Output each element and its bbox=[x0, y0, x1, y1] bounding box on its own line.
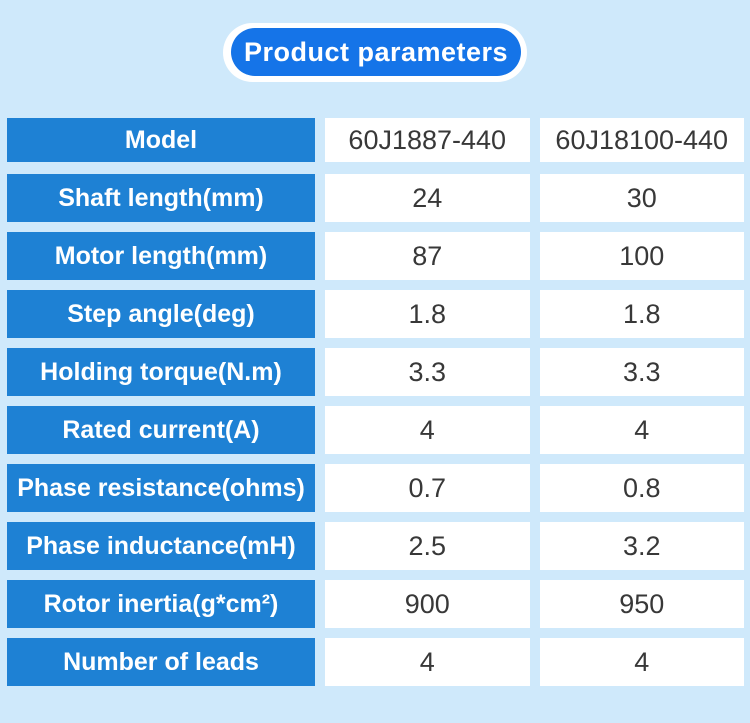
row-label-cell: Phase resistance(ohms) bbox=[7, 464, 315, 512]
table-row: Model 60J1887-440 60J18100-440 bbox=[7, 118, 744, 162]
row-label-cell: Holding torque(N.m) bbox=[7, 348, 315, 396]
row-value-cell: 30 bbox=[539, 174, 744, 222]
row-value-cell: 950 bbox=[539, 580, 744, 628]
product-parameters-badge-halo: Product parameters bbox=[223, 23, 527, 82]
row-value-cell: 4 bbox=[539, 638, 744, 686]
row-label-cell: Number of leads bbox=[7, 638, 315, 686]
row-value-cell: 4 bbox=[539, 406, 744, 454]
row-value-cell: 0.8 bbox=[539, 464, 744, 512]
row-value-cell: 87 bbox=[325, 232, 530, 280]
table-row: Motor length(mm) 87 100 bbox=[7, 232, 744, 280]
row-value-cell: 100 bbox=[539, 232, 744, 280]
table-row: Holding torque(N.m) 3.3 3.3 bbox=[7, 348, 744, 396]
table-row: Phase inductance(mH) 2.5 3.2 bbox=[7, 522, 744, 570]
row-label-cell: Rated current(A) bbox=[7, 406, 315, 454]
row-label-cell: Step angle(deg) bbox=[7, 290, 315, 338]
row-value-cell: 60J18100-440 bbox=[539, 118, 744, 162]
table-row: Rotor inertia(g*cm²) 900 950 bbox=[7, 580, 744, 628]
row-label-cell: Model bbox=[7, 118, 315, 162]
row-label-cell: Shaft length(mm) bbox=[7, 174, 315, 222]
row-value-cell: 1.8 bbox=[325, 290, 530, 338]
row-value-cell: 4 bbox=[325, 638, 530, 686]
row-value-cell: 3.2 bbox=[539, 522, 744, 570]
table-row: Rated current(A) 4 4 bbox=[7, 406, 744, 454]
row-label-cell: Motor length(mm) bbox=[7, 232, 315, 280]
row-value-cell: 0.7 bbox=[325, 464, 530, 512]
row-label-cell: Rotor inertia(g*cm²) bbox=[7, 580, 315, 628]
row-value-cell: 900 bbox=[325, 580, 530, 628]
table-row: Phase resistance(ohms) 0.7 0.8 bbox=[7, 464, 744, 512]
table-row: Step angle(deg) 1.8 1.8 bbox=[7, 290, 744, 338]
row-value-cell: 60J1887-440 bbox=[325, 118, 530, 162]
row-value-cell: 24 bbox=[325, 174, 530, 222]
row-value-cell: 1.8 bbox=[539, 290, 744, 338]
row-value-cell: 3.3 bbox=[539, 348, 744, 396]
page-title: Product parameters bbox=[243, 36, 509, 67]
row-value-cell: 3.3 bbox=[325, 348, 530, 396]
table-row: Shaft length(mm) 24 30 bbox=[7, 174, 744, 222]
row-label-cell: Phase inductance(mH) bbox=[7, 522, 315, 570]
parameters-table: Model 60J1887-440 60J18100-440 Shaft len… bbox=[7, 118, 744, 696]
row-value-cell: 2.5 bbox=[325, 522, 530, 570]
table-row: Number of leads 4 4 bbox=[7, 638, 744, 686]
row-value-cell: 4 bbox=[325, 406, 530, 454]
product-parameters-badge: Product parameters bbox=[231, 28, 521, 76]
